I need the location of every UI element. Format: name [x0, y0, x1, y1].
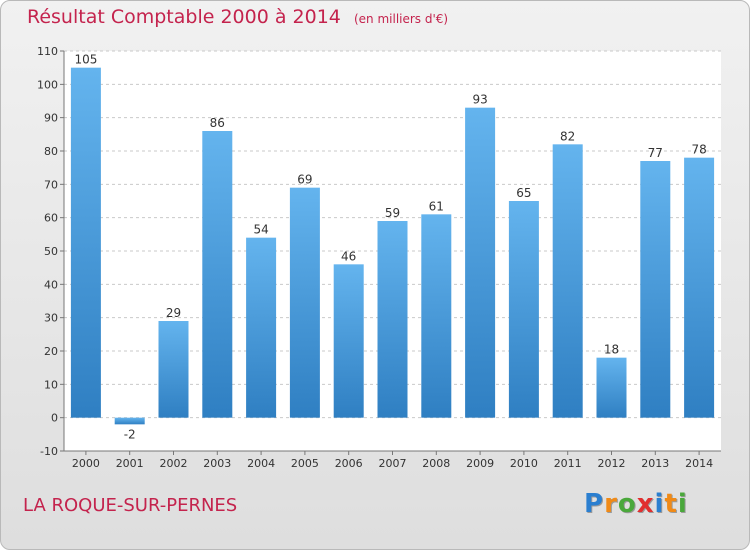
x-tick-label: 2002: [160, 457, 188, 470]
logo-letter: P: [584, 489, 605, 519]
bar: [684, 157, 715, 418]
bar: [508, 201, 539, 418]
commune-name: LA ROQUE-SUR-PERNES: [23, 495, 238, 516]
y-tick-label: 110: [37, 45, 58, 58]
bar-value-label: 77: [648, 146, 663, 160]
y-tick-label: 20: [44, 345, 58, 358]
x-tick-label: 2004: [247, 457, 275, 470]
bar: [640, 161, 671, 418]
bar: [421, 214, 452, 418]
x-tick-label: 2010: [510, 457, 538, 470]
y-tick-label: 80: [44, 145, 58, 158]
y-tick-label: 30: [44, 312, 58, 325]
y-tick-label: 60: [44, 212, 58, 225]
bar-value-label: 78: [691, 143, 706, 157]
x-tick-label: 2006: [335, 457, 363, 470]
bar-value-label: 105: [74, 53, 97, 67]
bar: [246, 237, 277, 418]
x-tick-label: 2012: [598, 457, 626, 470]
bar-value-label: 69: [297, 173, 312, 187]
x-tick-label: 2014: [685, 457, 713, 470]
x-tick-label: 2005: [291, 457, 319, 470]
bar-value-label: 61: [429, 199, 444, 213]
chart-subtitle: (en milliers d'€): [353, 12, 449, 26]
y-tick-label: 0: [51, 412, 58, 425]
proxiti-logo[interactable]: Proxiti: [584, 489, 688, 519]
x-tick-label: 2013: [641, 457, 669, 470]
x-tick-label: 2003: [203, 457, 231, 470]
y-tick-label: 10: [44, 378, 58, 391]
logo-letter: i: [654, 489, 665, 519]
bar: [114, 417, 145, 425]
logo-letter: x: [636, 489, 655, 519]
y-tick-label: 100: [37, 78, 58, 91]
bar-value-label: 86: [210, 116, 225, 130]
x-tick-label: 2008: [422, 457, 450, 470]
y-tick-label: 90: [44, 112, 58, 125]
bar-value-label: 54: [253, 223, 268, 237]
logo-letter: o: [617, 489, 637, 519]
bar-value-label: 82: [560, 129, 575, 143]
bar-value-label: 59: [385, 206, 400, 220]
bar: [289, 187, 320, 418]
logo-letter: t: [664, 489, 678, 519]
bar-value-label: -2: [124, 427, 136, 441]
chart-title: Résultat Comptable 2000 à 2014: [27, 6, 341, 28]
bar-value-label: 46: [341, 249, 356, 263]
x-tick-label: 2000: [72, 457, 100, 470]
bar: [552, 144, 583, 418]
logo-letter: i: [677, 489, 688, 519]
bar: [377, 221, 408, 418]
bar: [465, 107, 496, 418]
y-tick-label: -10: [40, 445, 58, 458]
bar-value-label: 65: [516, 186, 531, 200]
x-tick-label: 2007: [379, 457, 407, 470]
x-tick-label: 2001: [116, 457, 144, 470]
bar-value-label: 93: [472, 93, 487, 107]
bar-value-label: 29: [166, 306, 181, 320]
logo-letter: r: [604, 489, 618, 519]
bar: [158, 321, 189, 418]
x-tick-label: 2009: [466, 457, 494, 470]
bar: [70, 67, 101, 418]
bar-value-label: 18: [604, 343, 619, 357]
bar: [333, 264, 364, 418]
title-row: Résultat Comptable 2000 à 2014 (en milli…: [27, 6, 448, 28]
bar: [202, 131, 233, 418]
y-tick-label: 50: [44, 245, 58, 258]
x-tick-label: 2011: [554, 457, 582, 470]
y-tick-label: 40: [44, 278, 58, 291]
y-tick-label: 70: [44, 178, 58, 191]
bar: [596, 357, 627, 418]
